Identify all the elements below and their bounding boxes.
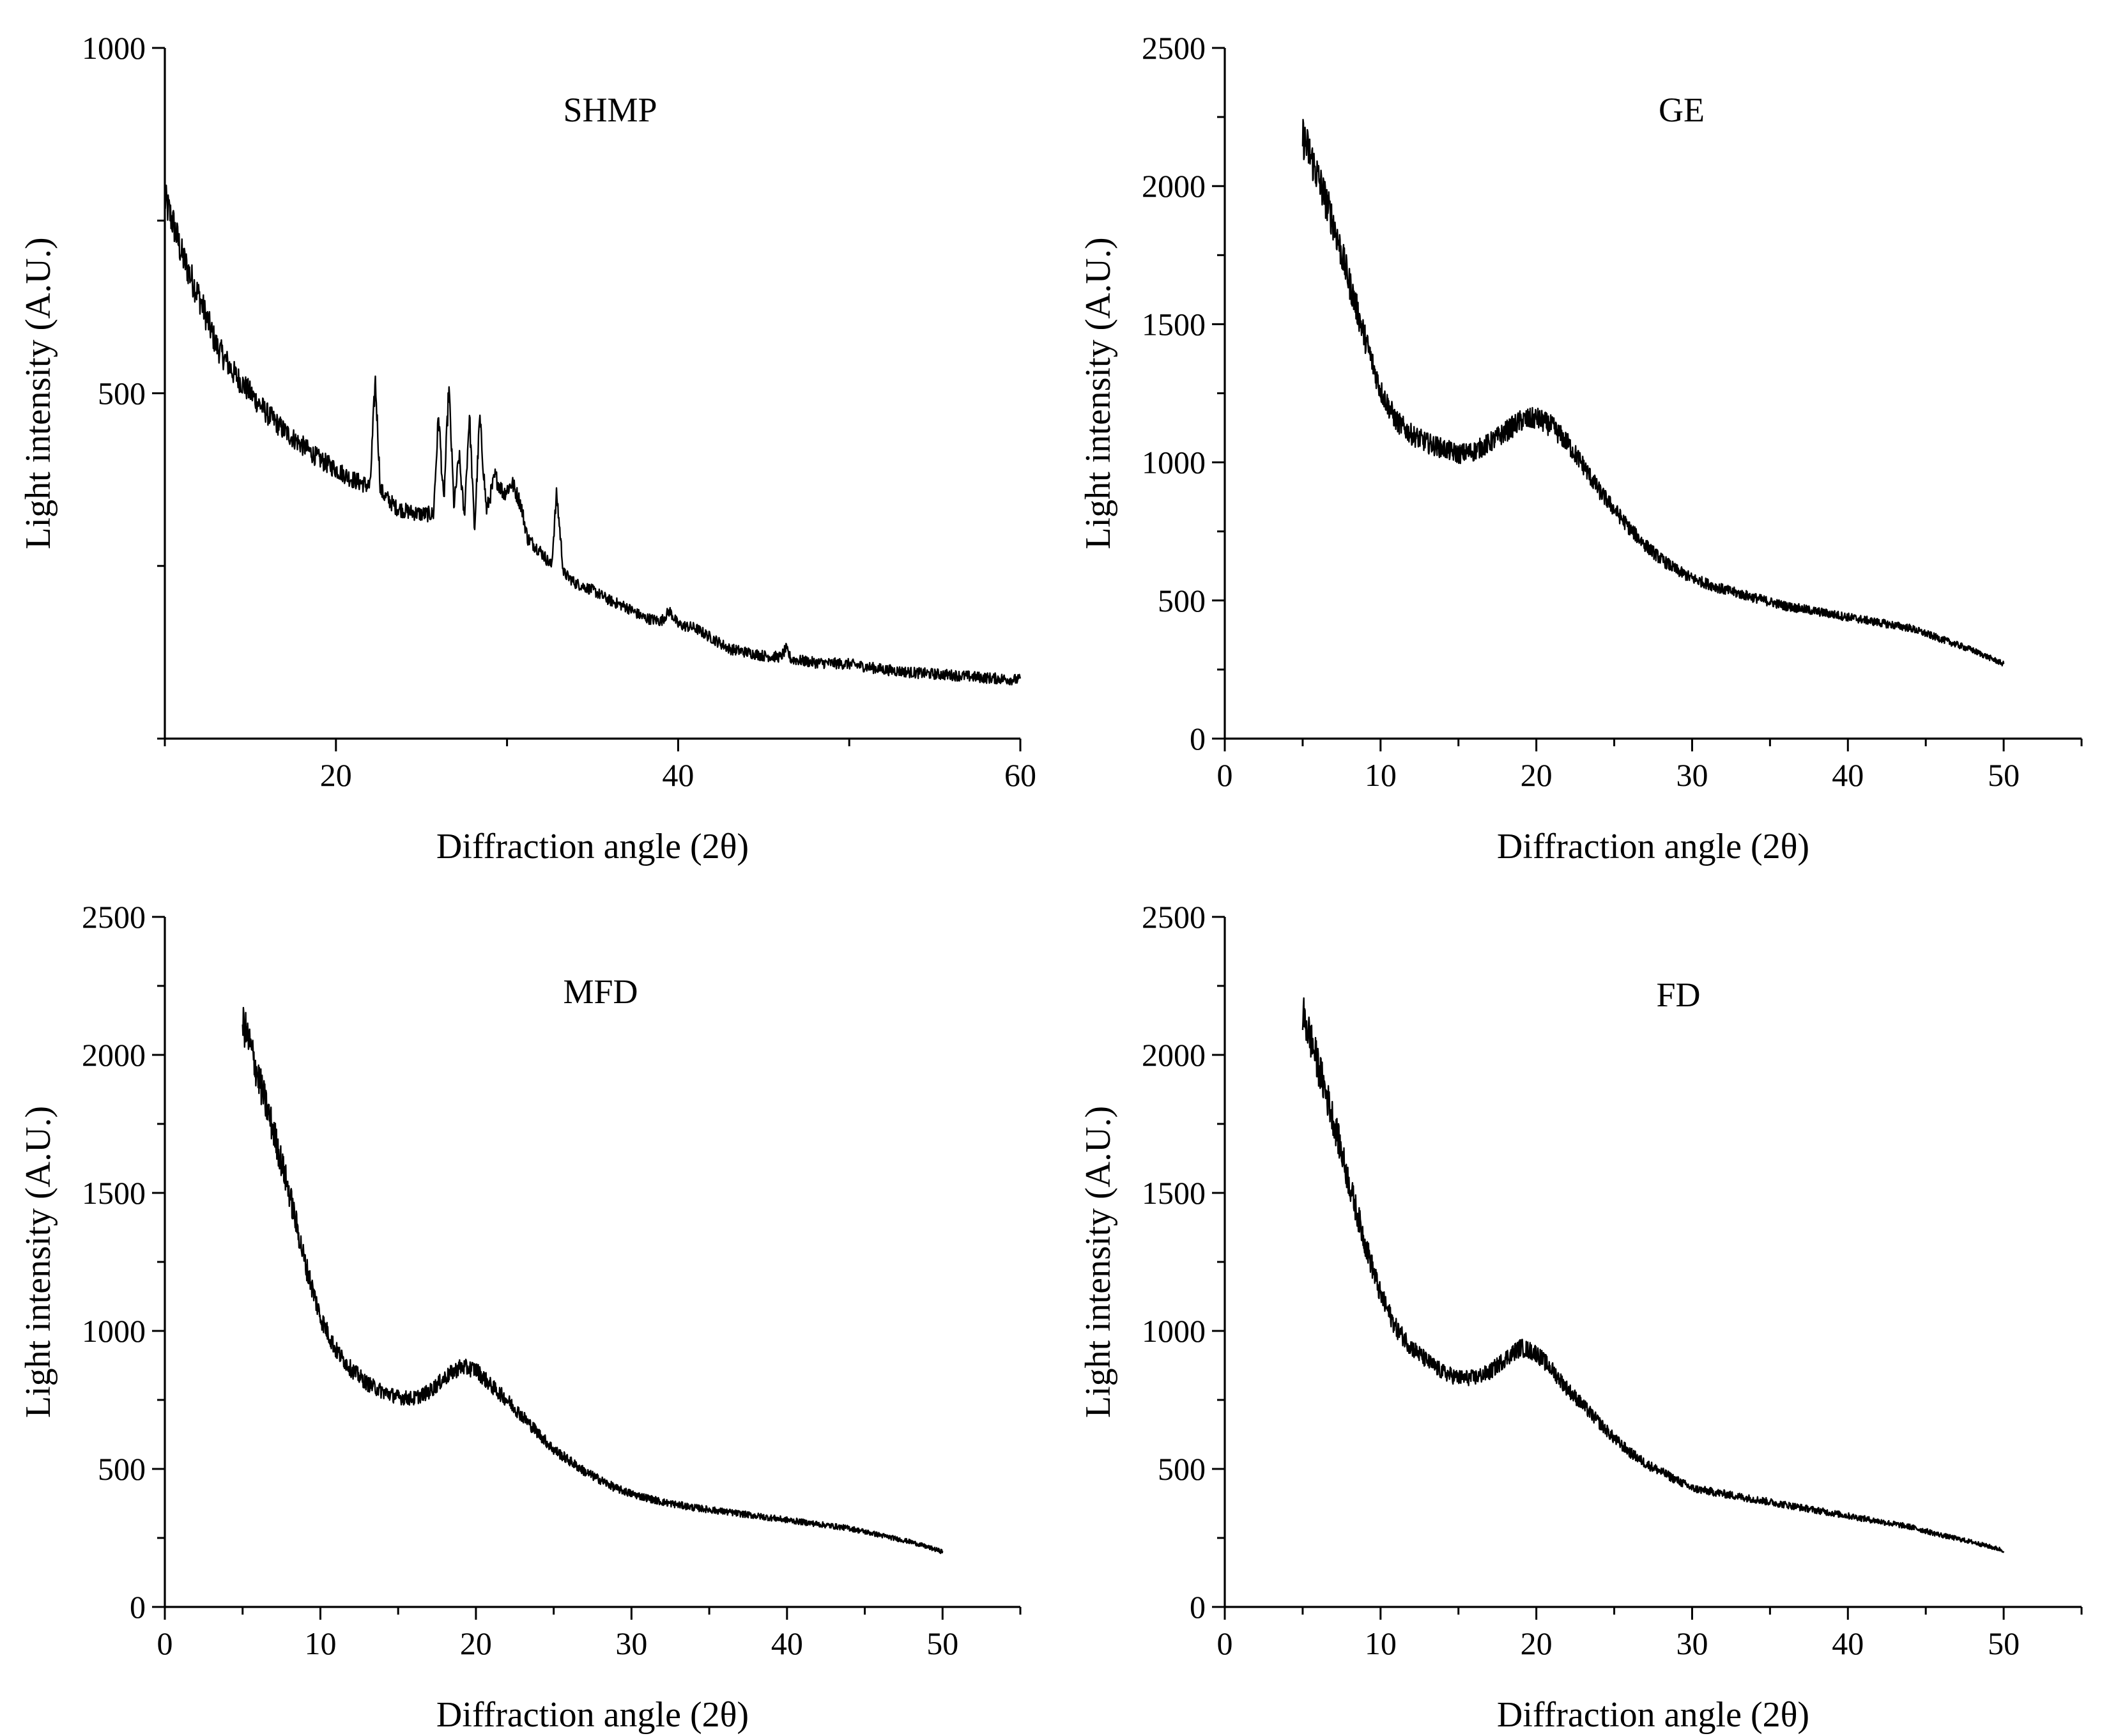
top-left-x-tick-label: 40 (662, 757, 694, 793)
top-right-x-tick-label: 0 (1217, 757, 1233, 793)
top-left-y-tick-label: 500 (98, 376, 146, 411)
bottom-right-y-tick-label: 2500 (1142, 899, 1206, 935)
bottom-right-x-tick-label: 30 (1676, 1625, 1708, 1661)
bottom-right-x-tick-label: 20 (1521, 1625, 1553, 1661)
bottom-right-y-tick-label: 0 (1190, 1589, 1206, 1625)
top-right-y-axis-title: Light intensity (A.U.) (1078, 237, 1118, 549)
top-left-panel-label: SHMP (563, 91, 657, 129)
bottom-left-panel-label: MFD (563, 972, 638, 1011)
bottom-left-y-tick-label: 500 (98, 1451, 146, 1487)
top-left-series-SHMP (164, 184, 1022, 686)
bottom-left-y-tick-label: 0 (130, 1589, 146, 1625)
top-left-x-axis-title: Diffraction angle (2θ) (436, 827, 749, 866)
top-right-panel-label: GE (1659, 91, 1705, 129)
top-right-y-tick-label: 1500 (1142, 306, 1206, 342)
top-right-y-tick-label: 2500 (1142, 30, 1206, 66)
bottom-left-y-tick-label: 2500 (82, 899, 146, 935)
top-right-x-tick-label: 40 (1832, 757, 1864, 793)
bottom-right-y-axis-title: Light intensity (A.U.) (1078, 1106, 1118, 1418)
bottom-left-x-tick-label: 40 (771, 1625, 803, 1661)
bottom-left-x-tick-label: 10 (304, 1625, 336, 1661)
top-right-series-GE (1301, 119, 2005, 667)
top-right-x-axis-title: Diffraction angle (2θ) (1497, 827, 1809, 866)
bottom-left-y-tick-label: 2000 (82, 1037, 146, 1073)
bottom-right-x-tick-label: 10 (1365, 1625, 1397, 1661)
bottom-right-x-tick-label: 40 (1832, 1625, 1864, 1661)
bottom-right-y-tick-label: 500 (1158, 1451, 1206, 1487)
top-left-y-axis-title: Light intensity (A.U.) (19, 237, 58, 549)
top-right-x-tick-label: 30 (1676, 757, 1708, 793)
top-right-y-tick-label: 2000 (1142, 168, 1206, 204)
top-right-y-tick-label: 1000 (1142, 445, 1206, 480)
top-right-y-tick-label: 500 (1158, 583, 1206, 618)
bottom-right-y-tick-label: 2000 (1142, 1037, 1206, 1073)
top-right-x-tick-label: 50 (1988, 757, 2020, 793)
top-right-y-tick-label: 0 (1190, 721, 1206, 757)
bottom-left-x-tick-label: 50 (926, 1625, 958, 1661)
top-left-y-tick-label: 1000 (82, 30, 146, 66)
top-left-x-tick-label: 20 (320, 757, 352, 793)
bottom-right-x-tick-label: 50 (1988, 1625, 2020, 1661)
bottom-left-x-axis-title: Diffraction angle (2θ) (436, 1695, 749, 1735)
bottom-right-x-tick-label: 0 (1217, 1625, 1233, 1661)
top-right-x-tick-label: 10 (1365, 757, 1397, 793)
bottom-left-x-tick-label: 20 (460, 1625, 492, 1661)
top-left-x-tick-label: 60 (1004, 757, 1036, 793)
top-right-x-tick-label: 20 (1521, 757, 1553, 793)
bottom-right-y-tick-label: 1000 (1142, 1313, 1206, 1349)
bottom-right-panel-label: FD (1656, 976, 1700, 1014)
bottom-left-series-MFD (242, 1006, 944, 1555)
bottom-left-x-tick-label: 30 (615, 1625, 647, 1661)
bottom-right-series-FD (1301, 997, 2005, 1553)
bottom-right-x-axis-title: Diffraction angle (2θ) (1497, 1695, 1809, 1735)
bottom-left-y-tick-label: 1500 (82, 1175, 146, 1211)
bottom-left-y-axis-title: Light intensity (A.U.) (19, 1106, 58, 1418)
bottom-right-y-tick-label: 1500 (1142, 1175, 1206, 1211)
bottom-left-y-tick-label: 1000 (82, 1313, 146, 1349)
bottom-left-x-tick-label: 0 (157, 1625, 173, 1661)
